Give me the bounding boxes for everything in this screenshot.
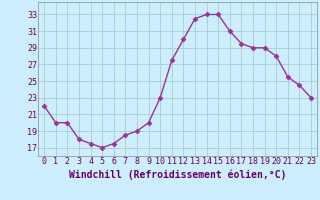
X-axis label: Windchill (Refroidissement éolien,°C): Windchill (Refroidissement éolien,°C): [69, 169, 286, 180]
